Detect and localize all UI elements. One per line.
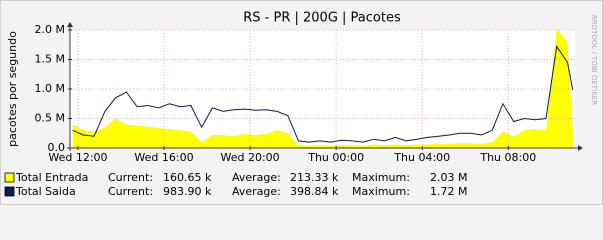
x-axis-arrow xyxy=(578,145,583,151)
y-tick-label: 0.5 M xyxy=(35,112,65,125)
chart: RS - PR | 200G | Pacotes pacotes por seg… xyxy=(0,0,603,205)
chart-title: RS - PR | 200G | Pacotes xyxy=(243,11,401,26)
legend-stat-label: Maximum: xyxy=(352,185,410,198)
x-tick-label: Wed 12:00 xyxy=(48,151,107,164)
legend-stat-value: 2.03 M xyxy=(430,171,467,184)
legend-stat-label: Maximum: xyxy=(352,171,410,184)
y-tick-label: 1.0 M xyxy=(35,82,65,95)
legend-label: Total Entrada xyxy=(15,171,88,184)
plot-layer xyxy=(72,28,573,149)
x-tick-label: Thu 00:00 xyxy=(307,151,364,164)
x-tick-label: Wed 20:00 xyxy=(221,151,280,164)
y-axis-arrow xyxy=(67,22,73,27)
x-tick-label: Thu 08:00 xyxy=(479,151,536,164)
legend-stat-label: Average: xyxy=(232,185,281,198)
legend-stat-value: 1.72 M xyxy=(430,185,467,198)
legend-swatch xyxy=(4,172,15,183)
legend-stat-value: 398.84 k xyxy=(290,185,339,198)
legend-stat-label: Current: xyxy=(108,185,153,198)
page: RS - PR | 200G | Pacotes pacotes por seg… xyxy=(0,0,603,205)
area xyxy=(72,28,573,149)
legend-swatch xyxy=(4,186,15,197)
x-tick-label: Thu 04:00 xyxy=(393,151,450,164)
line xyxy=(72,45,574,143)
y-tick-label: 1.5 M xyxy=(35,53,65,66)
legend-stat-label: Average: xyxy=(232,171,281,184)
legend-stat-value: 213.33 k xyxy=(290,171,339,184)
y-tick-label: 2.0 M xyxy=(35,23,65,36)
y-tick-label: 0.0 xyxy=(48,141,66,154)
y-axis-label: pacotes por segundo xyxy=(6,31,19,147)
watermark: RRDTOOL / TOBI OETIKER xyxy=(590,15,598,105)
legend-label: Total Saida xyxy=(15,185,76,198)
legend-stat-label: Current: xyxy=(108,171,153,184)
legend-stat-value: 160.65 k xyxy=(163,171,212,184)
x-tick-label: Wed 16:00 xyxy=(134,151,193,164)
legend-stat-value: 983.90 k xyxy=(163,185,212,198)
